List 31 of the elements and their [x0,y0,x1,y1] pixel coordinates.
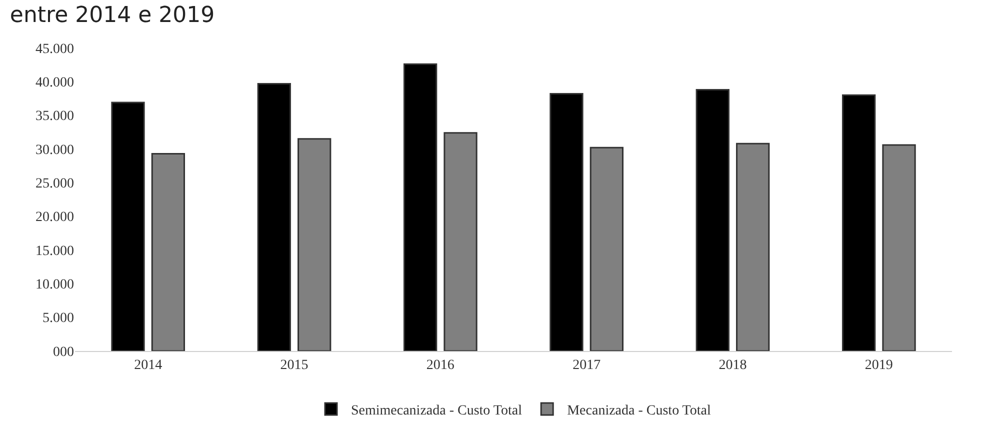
bar [444,132,478,351]
x-tick-label: 2019 [864,358,893,373]
x-tick-label: 2015 [280,358,308,373]
chart-title: entre 2014 e 2019 [10,2,215,28]
bar [882,144,916,351]
y-tick-label: 35.000 [36,109,74,124]
bar [403,63,438,351]
bar [257,82,291,351]
legend-label: Mecanizada - Custo Total [567,403,711,418]
bar [550,93,584,351]
y-tick-label: 15.000 [36,244,74,259]
x-tick-label: 2017 [572,358,601,373]
bar [298,138,332,351]
y-tick-label: 45.000 [36,42,74,57]
y-tick-label: 40.000 [36,76,74,91]
y-tick-label: 25.000 [36,176,74,192]
bar [151,152,186,351]
x-tick-label: 2016 [426,358,454,373]
y-tick-label: 5.000 [42,311,74,326]
bar [842,94,876,351]
bar [696,89,730,351]
y-tick-label: 000 [53,344,74,360]
bar [111,102,145,351]
x-tick-label: 2014 [134,358,162,373]
bar [736,142,770,351]
x-tick-label: 2018 [718,358,747,373]
y-tick-label: 30.000 [36,142,74,158]
y-tick-label: 20.000 [36,210,74,226]
bar [590,146,624,351]
y-tick-label: 10.000 [36,278,74,293]
legend-label: Semimecanizada - Custo Total [351,403,522,418]
